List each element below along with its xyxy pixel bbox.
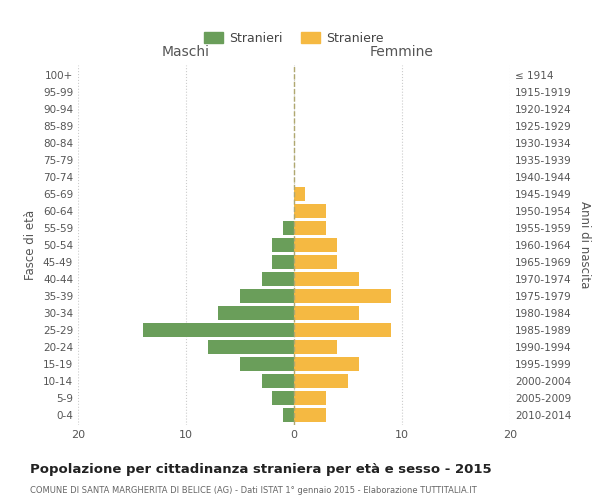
Bar (272, 390, 294, 405)
Text: COMUNE DI SANTA MARGHERITA DI BELICE (AG) - Dati ISTAT 1° gennaio 2015 - Elabora: COMUNE DI SANTA MARGHERITA DI BELICE (AG… (30, 486, 477, 495)
Bar (283, 221, 294, 235)
Y-axis label: Fasce di età: Fasce di età (25, 210, 37, 280)
Bar (294, 255, 337, 269)
Y-axis label: Anni di nascita: Anni di nascita (578, 202, 591, 288)
Bar (294, 204, 326, 218)
Bar (218, 306, 294, 320)
Bar (208, 340, 294, 354)
Bar (294, 272, 359, 286)
Bar (294, 288, 391, 303)
Bar (143, 322, 294, 337)
Bar (294, 408, 326, 422)
Bar (262, 374, 294, 388)
Bar (262, 272, 294, 286)
Bar (240, 356, 294, 371)
Bar (283, 408, 294, 422)
Bar (294, 374, 348, 388)
Bar (294, 322, 391, 337)
Legend: Stranieri, Straniere: Stranieri, Straniere (200, 28, 388, 48)
Bar (294, 238, 337, 252)
Text: Popolazione per cittadinanza straniera per età e sesso - 2015: Popolazione per cittadinanza straniera p… (30, 462, 491, 475)
Text: Maschi: Maschi (162, 45, 210, 59)
Bar (272, 238, 294, 252)
Bar (272, 255, 294, 269)
Bar (294, 340, 337, 354)
Bar (294, 356, 359, 371)
Bar (294, 221, 326, 235)
Bar (294, 187, 305, 202)
Bar (240, 288, 294, 303)
Text: Femmine: Femmine (370, 45, 434, 59)
Bar (294, 306, 359, 320)
Bar (294, 390, 326, 405)
